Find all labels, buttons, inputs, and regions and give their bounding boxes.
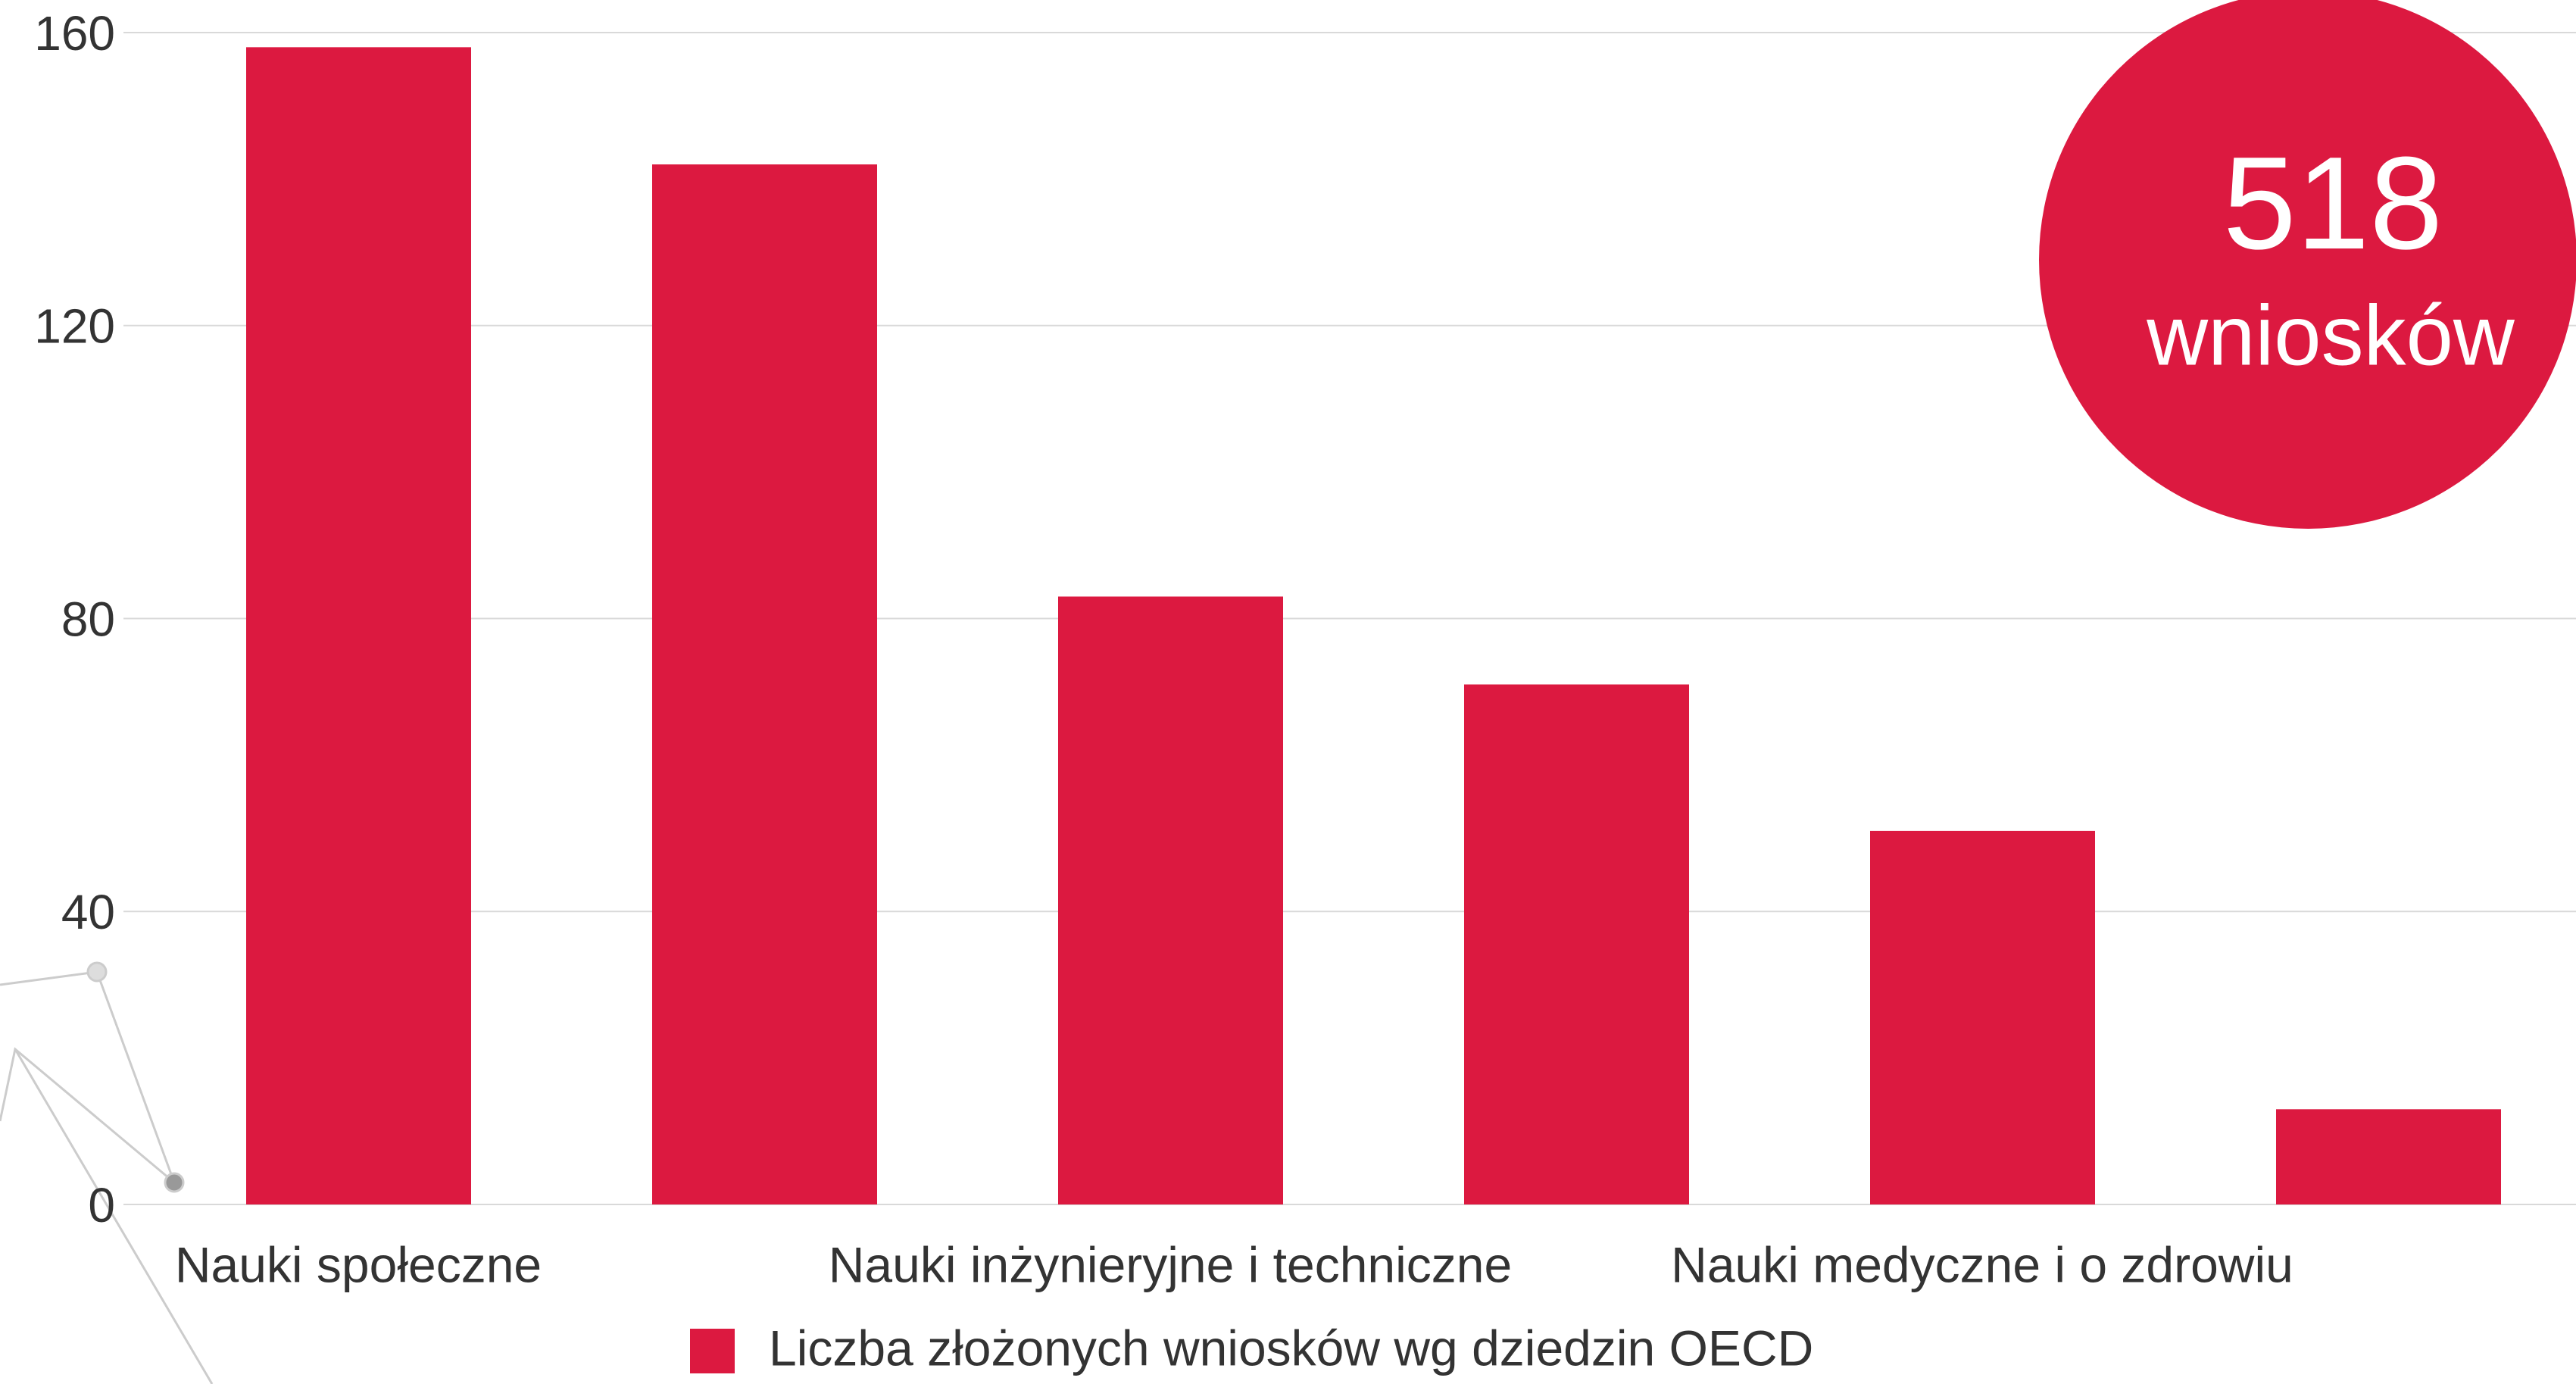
decor-lines (14, 1048, 214, 1384)
x-tick-label: Nauki inżynieryjne i techniczne (829, 1236, 1512, 1292)
decoration (0, 961, 214, 1384)
y-tick-label: 120 (34, 299, 115, 354)
bar (246, 47, 471, 1204)
y-tick-label: 0 (88, 1178, 115, 1232)
bubble-value: 518 (2223, 129, 2443, 276)
bar (652, 164, 877, 1205)
x-tick-label: Nauki medyczne i o zdrowiu (1671, 1236, 2293, 1292)
bar (1058, 596, 1283, 1204)
legend-swatch (690, 1329, 735, 1373)
highlight-bubble (2039, 0, 2576, 529)
legend-label: Liczba złożonych wniosków wg dziedzin OE… (769, 1320, 1813, 1376)
decor-dot (86, 961, 108, 983)
y-tick-label: 40 (61, 885, 115, 939)
bar (2276, 1109, 2501, 1204)
decor-dot (164, 1172, 185, 1193)
bubble-label: wniosków (2146, 289, 2515, 383)
y-tick-label: 80 (61, 592, 115, 646)
bar (1870, 830, 2095, 1204)
x-tick-label: Nauki społeczne (175, 1236, 542, 1292)
decor-lines (0, 970, 177, 1186)
y-tick-label: 160 (34, 6, 115, 61)
bar (1464, 684, 1689, 1204)
